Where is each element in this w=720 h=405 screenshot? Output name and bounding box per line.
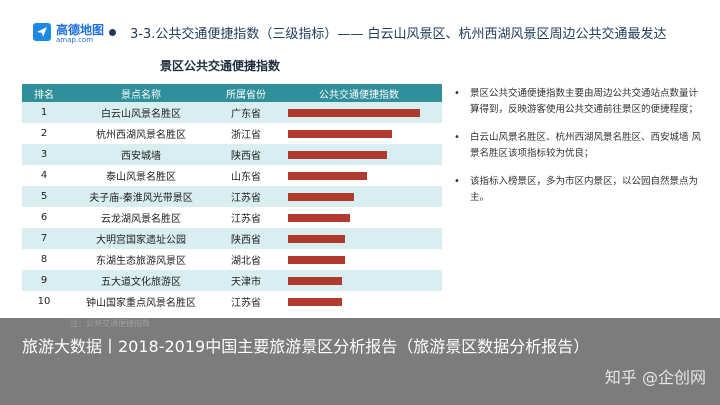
row-scenic-name: 西安城墙	[121, 151, 161, 162]
table-row: 5 夫子庙-秦淮风光带景区 江苏省	[22, 186, 442, 207]
table-row: 6 云龙湖风景名胜区 江苏省	[22, 207, 442, 228]
index-bar	[288, 255, 345, 264]
row-province: 广东省	[231, 109, 261, 120]
index-bar	[288, 276, 342, 285]
bullet-list: • 景区公共交通便捷指数主要由周边公共交通站点数量计算得到，反映游客使用公共交通…	[452, 86, 704, 218]
title-bullet-icon	[109, 29, 116, 36]
row-province: 江苏省	[231, 214, 261, 225]
watermark: 知乎 @企创网	[604, 368, 706, 387]
bullet-dot-icon: •	[454, 176, 460, 187]
amap-logo-icon	[33, 23, 51, 41]
table-row: 1 白云山风景名胜区 广东省	[22, 102, 442, 123]
table-title: 景区公共交通便捷指数	[160, 59, 281, 73]
row-index-cell	[276, 150, 442, 159]
bullet-item: • 该指标入榜景区，多为市区内景区，以公园自然景点为主。	[452, 174, 704, 206]
index-bar	[288, 129, 392, 138]
row-rank: 10	[37, 296, 51, 307]
bullet-text: 该指标入榜景区，多为市区内景区，以公园自然景点为主。	[470, 176, 699, 203]
bullet-text: 景区公共交通便捷指数主要由周边公共交通站点数量计算得到，反映游客使用公共交通前往…	[470, 88, 699, 115]
header-province: 所属省份	[226, 89, 266, 101]
index-bar	[288, 108, 420, 117]
header-index: 公共交通便捷指数	[319, 89, 399, 101]
slide-title: 3-3.公共交通便捷指数（三级指标）—— 白云山风景区、杭州西湖风景区周边公共交…	[130, 27, 667, 42]
row-index-cell	[276, 255, 442, 264]
row-scenic-name: 夫子庙-秦淮风光带景区	[89, 193, 193, 204]
row-rank: 8	[40, 254, 48, 265]
index-bar	[288, 150, 387, 159]
row-index-cell	[276, 297, 442, 306]
logo-name: 高德地图	[56, 23, 105, 37]
table-row: 7 大明宫国家遗址公园 陕西省	[22, 228, 442, 249]
row-index-cell	[276, 171, 442, 180]
table-row: 8 东湖生态旅游风景区 湖北省	[22, 249, 442, 270]
row-rank: 4	[40, 170, 48, 181]
row-scenic-name: 白云山风景名胜区	[101, 109, 181, 120]
row-index-cell	[276, 213, 442, 222]
row-rank: 9	[40, 275, 48, 286]
row-index-cell	[276, 234, 442, 243]
bullet-text: 白云山风景名胜区、杭州西湖风景名胜区、西安城墙 风景名胜区该项指标较为优良；	[470, 132, 702, 159]
bullet-item: • 白云山风景名胜区、杭州西湖风景名胜区、西安城墙 风景名胜区该项指标较为优良；	[452, 130, 704, 162]
header-rank: 排名	[34, 89, 54, 101]
row-index-cell	[276, 192, 442, 201]
table-row: 10 钟山国家重点风景名胜区 江苏省	[22, 291, 442, 312]
row-province: 江苏省	[231, 193, 261, 204]
row-province: 江苏省	[231, 298, 261, 309]
table-header: 排名 景点名称 所属省份 公共交通便捷指数	[22, 84, 442, 102]
table-row: 4 泰山风景名胜区 山东省	[22, 165, 442, 186]
caption-text: 旅游大数据丨2018-2019中国主要旅游景区分析报告（旅游景区数据分析报告）	[22, 337, 590, 356]
row-scenic-name: 云龙湖风景名胜区	[101, 214, 181, 225]
row-scenic-name: 东湖生态旅游风景区	[96, 256, 186, 267]
logo-domain: amap.com	[56, 36, 94, 44]
bullet-dot-icon: •	[454, 132, 460, 143]
bullet-dot-icon: •	[454, 88, 460, 99]
row-index-cell	[276, 276, 442, 285]
row-scenic-name: 钟山国家重点风景名胜区	[86, 298, 196, 309]
row-province: 浙江省	[231, 130, 261, 141]
caption-overlay	[0, 318, 720, 405]
row-rank: 7	[40, 233, 48, 244]
row-province: 陕西省	[231, 235, 261, 246]
index-bar	[288, 234, 345, 243]
row-rank: 5	[40, 191, 48, 202]
bullet-item: • 景区公共交通便捷指数主要由周边公共交通站点数量计算得到，反映游客使用公共交通…	[452, 86, 704, 118]
table-row: 9 五大道文化旅游区 天津市	[22, 270, 442, 291]
row-scenic-name: 大明宫国家遗址公园	[96, 235, 186, 246]
index-bar	[288, 192, 354, 201]
row-rank: 3	[40, 149, 48, 160]
table-row: 2 杭州西湖风景名胜区 浙江省	[22, 123, 442, 144]
row-province: 湖北省	[231, 256, 261, 267]
row-rank: 1	[40, 107, 48, 118]
row-index-cell	[276, 129, 442, 138]
header: 高德地图 amap.com 3-3.公共交通便捷指数（三级指标）—— 白云山风景…	[0, 0, 720, 60]
table-footnote: 注：公共交通便捷指数	[70, 319, 150, 328]
index-bar	[288, 297, 342, 306]
ranking-table: 排名 景点名称 所属省份 公共交通便捷指数 1 白云山风景名胜区 广东省 2 杭州西湖风…	[22, 84, 442, 312]
row-province: 山东省	[231, 172, 261, 183]
row-scenic-name: 杭州西湖风景名胜区	[96, 130, 186, 141]
index-bar	[288, 213, 350, 222]
row-province: 陕西省	[231, 151, 261, 162]
row-scenic-name: 泰山风景名胜区	[106, 172, 176, 183]
table-row: 3 西安城墙 陕西省	[22, 144, 442, 165]
row-rank: 6	[40, 212, 48, 223]
row-scenic-name: 五大道文化旅游区	[101, 277, 181, 288]
row-province: 天津市	[231, 277, 261, 288]
row-index-cell	[276, 108, 442, 117]
header-name: 景点名称	[121, 89, 161, 101]
index-bar	[288, 171, 367, 180]
table-body: 1 白云山风景名胜区 广东省 2 杭州西湖风景名胜区 浙江省 3 西安城墙 陕西省 4 泰山风景名胜…	[22, 102, 442, 312]
row-rank: 2	[40, 128, 48, 139]
